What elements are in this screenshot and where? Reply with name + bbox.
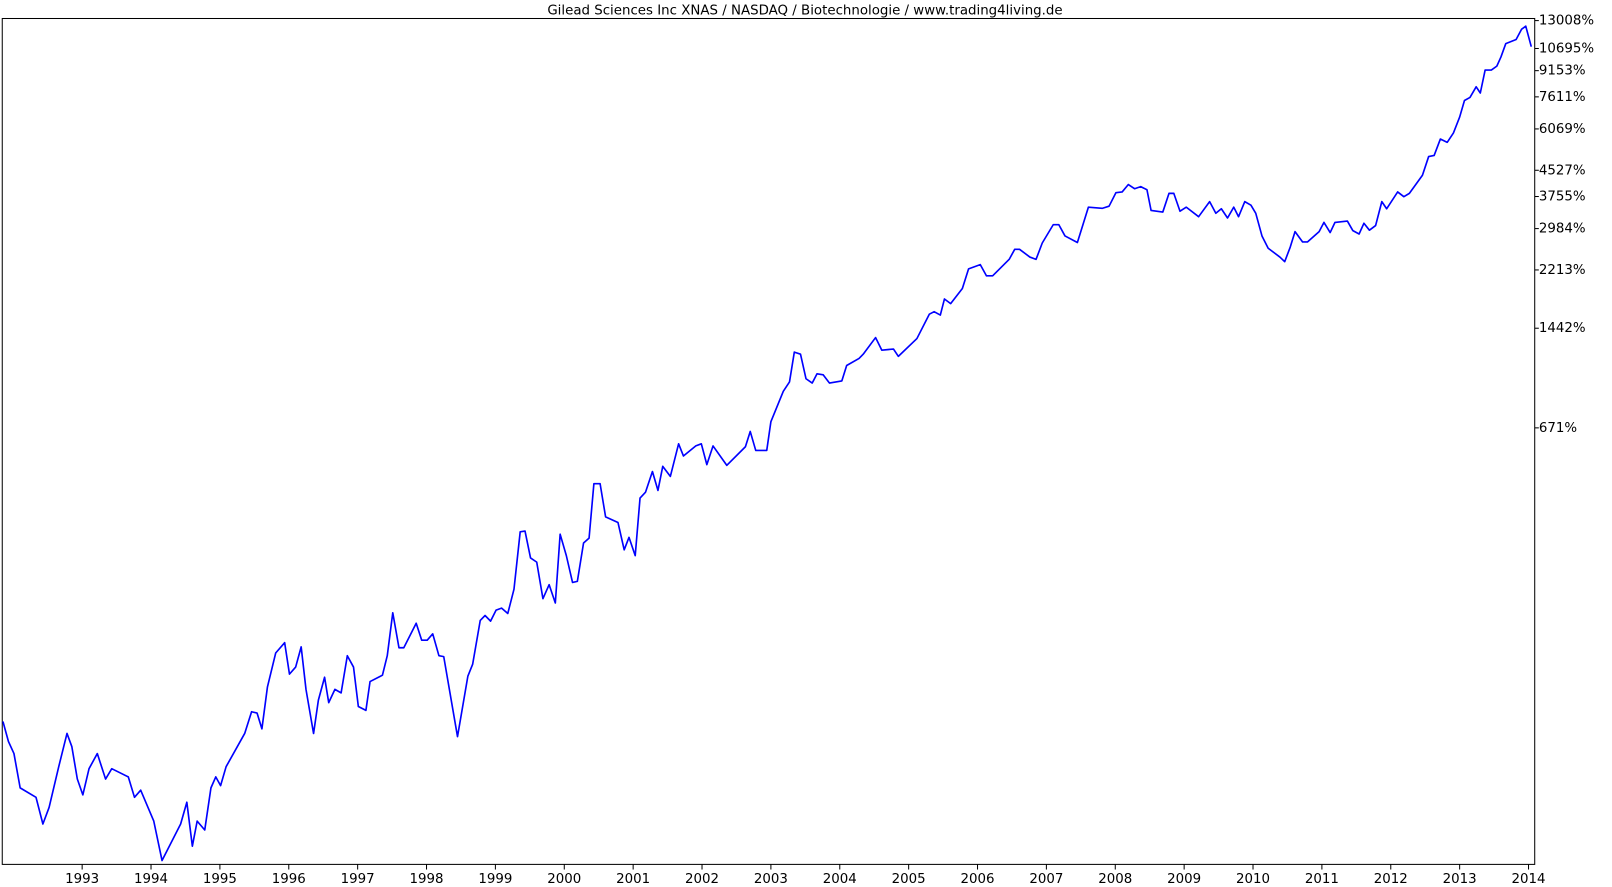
y-tick-label: 671% xyxy=(1539,421,1577,436)
x-tick-label: 2005 xyxy=(892,872,926,887)
x-tick-label: 2003 xyxy=(754,872,788,887)
x-tick-label: 1997 xyxy=(341,872,375,887)
price-line xyxy=(2,25,1533,862)
x-tick-label: 2001 xyxy=(616,872,650,887)
plot-frame xyxy=(1,17,1536,865)
x-tick-label: 2006 xyxy=(961,872,995,887)
y-tick-label: 13008% xyxy=(1539,14,1594,29)
y-tick-label: 6069% xyxy=(1539,122,1586,137)
x-tick-label: 2010 xyxy=(1236,872,1270,887)
x-tick-label: 1993 xyxy=(65,872,99,887)
x-tick-label: 2012 xyxy=(1374,872,1408,887)
x-tick-label: 2007 xyxy=(1029,872,1063,887)
x-tick-label: 2008 xyxy=(1098,872,1132,887)
x-tick-label: 2013 xyxy=(1443,872,1477,887)
x-tick-label: 1998 xyxy=(410,872,444,887)
y-tick-label: 2213% xyxy=(1539,263,1586,278)
x-tick-label: 2014 xyxy=(1512,872,1546,887)
y-tick-label: 1442% xyxy=(1539,321,1586,336)
chart-title: Gilead Sciences Inc XNAS / NASDAQ / Biot… xyxy=(547,3,1062,18)
x-tick-label: 2011 xyxy=(1305,872,1339,887)
y-tick-label: 7611% xyxy=(1539,90,1586,105)
y-tick-label: 4527% xyxy=(1539,163,1586,178)
x-tick-label: 2004 xyxy=(823,872,857,887)
x-tick-label: 2002 xyxy=(685,872,719,887)
y-tick-label: 3755% xyxy=(1539,190,1586,205)
y-tick-label: 2984% xyxy=(1539,222,1586,237)
x-tick-label: 1995 xyxy=(203,872,237,887)
x-tick-label: 2009 xyxy=(1167,872,1201,887)
y-tick-label: 10695% xyxy=(1539,41,1594,56)
x-tick-label: 1994 xyxy=(134,872,168,887)
x-tick-label: 1996 xyxy=(272,872,306,887)
x-tick-label: 1999 xyxy=(478,872,512,887)
x-tick-label: 2000 xyxy=(547,872,581,887)
y-tick-label: 9153% xyxy=(1539,64,1586,79)
